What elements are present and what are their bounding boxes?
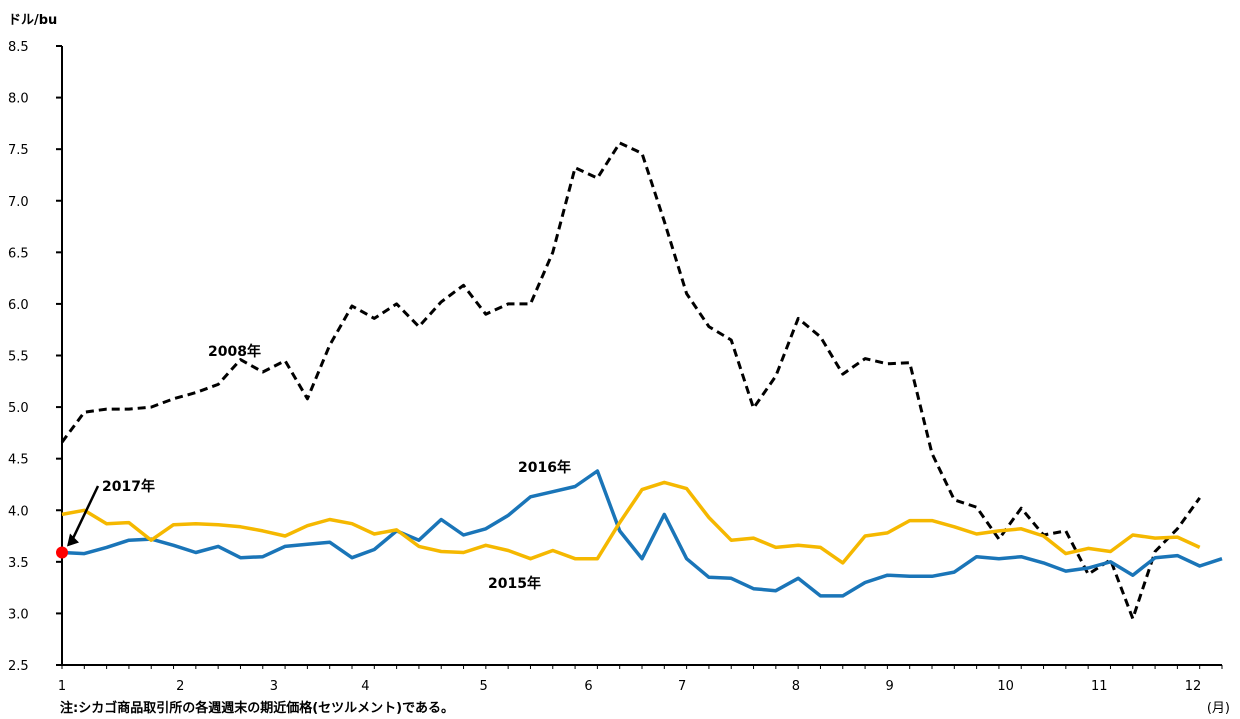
y-tick-label: 5.5 xyxy=(8,350,29,365)
y-tick-label: 3.5 xyxy=(8,556,29,571)
series-annotation: 2008年 xyxy=(208,343,261,360)
annotation-arrow xyxy=(69,485,100,544)
y-tick-label: 5.0 xyxy=(8,401,29,416)
x-tick-label: 2 xyxy=(176,679,184,694)
series-line xyxy=(60,141,1201,621)
x-tick-label: 3 xyxy=(270,679,278,694)
series-layer xyxy=(56,141,1223,621)
y-tick-label: 3.0 xyxy=(8,607,29,622)
y-tick-label: 2.5 xyxy=(8,659,29,674)
x-tick-label: 9 xyxy=(885,679,893,694)
y-unit-label: ドル/bu xyxy=(8,13,57,28)
arrow-head xyxy=(67,533,79,547)
series-line xyxy=(61,469,1223,598)
footnote: 注:シカゴ商品取引所の各週週末の期近価格(セツルメント)である。 xyxy=(60,700,454,716)
x-tick-label: 12 xyxy=(1185,679,1202,694)
x-axis-label: (月) xyxy=(1207,701,1230,716)
y-tick-label: 4.0 xyxy=(8,504,29,519)
x-tick-label: 11 xyxy=(1091,679,1108,694)
series-line xyxy=(61,480,1201,565)
x-tick-label: 7 xyxy=(678,679,686,694)
data-point xyxy=(56,546,68,559)
y-tick-label: 7.5 xyxy=(8,143,29,158)
x-tick-label: 5 xyxy=(479,679,487,694)
axes: 2.5 3.0 3.5 4.0 4.5 5.0 5.5 6.0 6.5 7.0 7.5 8.0 8.5 1… xyxy=(8,40,1223,694)
series-annotation: 2016年 xyxy=(518,459,571,476)
annotation-layer: 2008年 2016年 2015年 2017年 xyxy=(67,343,571,592)
y-tick-label: 6.0 xyxy=(8,298,29,313)
x-tick-label: 6 xyxy=(584,679,592,694)
y-tick-label: 8.0 xyxy=(8,92,29,107)
x-tick-label: 4 xyxy=(361,679,369,694)
x-tick-label: 1 xyxy=(58,679,66,694)
series-annotation: 2017年 xyxy=(102,478,155,495)
series-annotation: 2015年 xyxy=(488,575,541,592)
x-tick-label: 10 xyxy=(997,679,1014,694)
y-tick-label: 4.5 xyxy=(8,453,29,468)
x-tick-label: 8 xyxy=(792,679,800,694)
y-tick-label: 8.5 xyxy=(8,40,29,55)
y-tick-label: 6.5 xyxy=(8,246,29,261)
y-tick-label: 7.0 xyxy=(8,195,29,210)
